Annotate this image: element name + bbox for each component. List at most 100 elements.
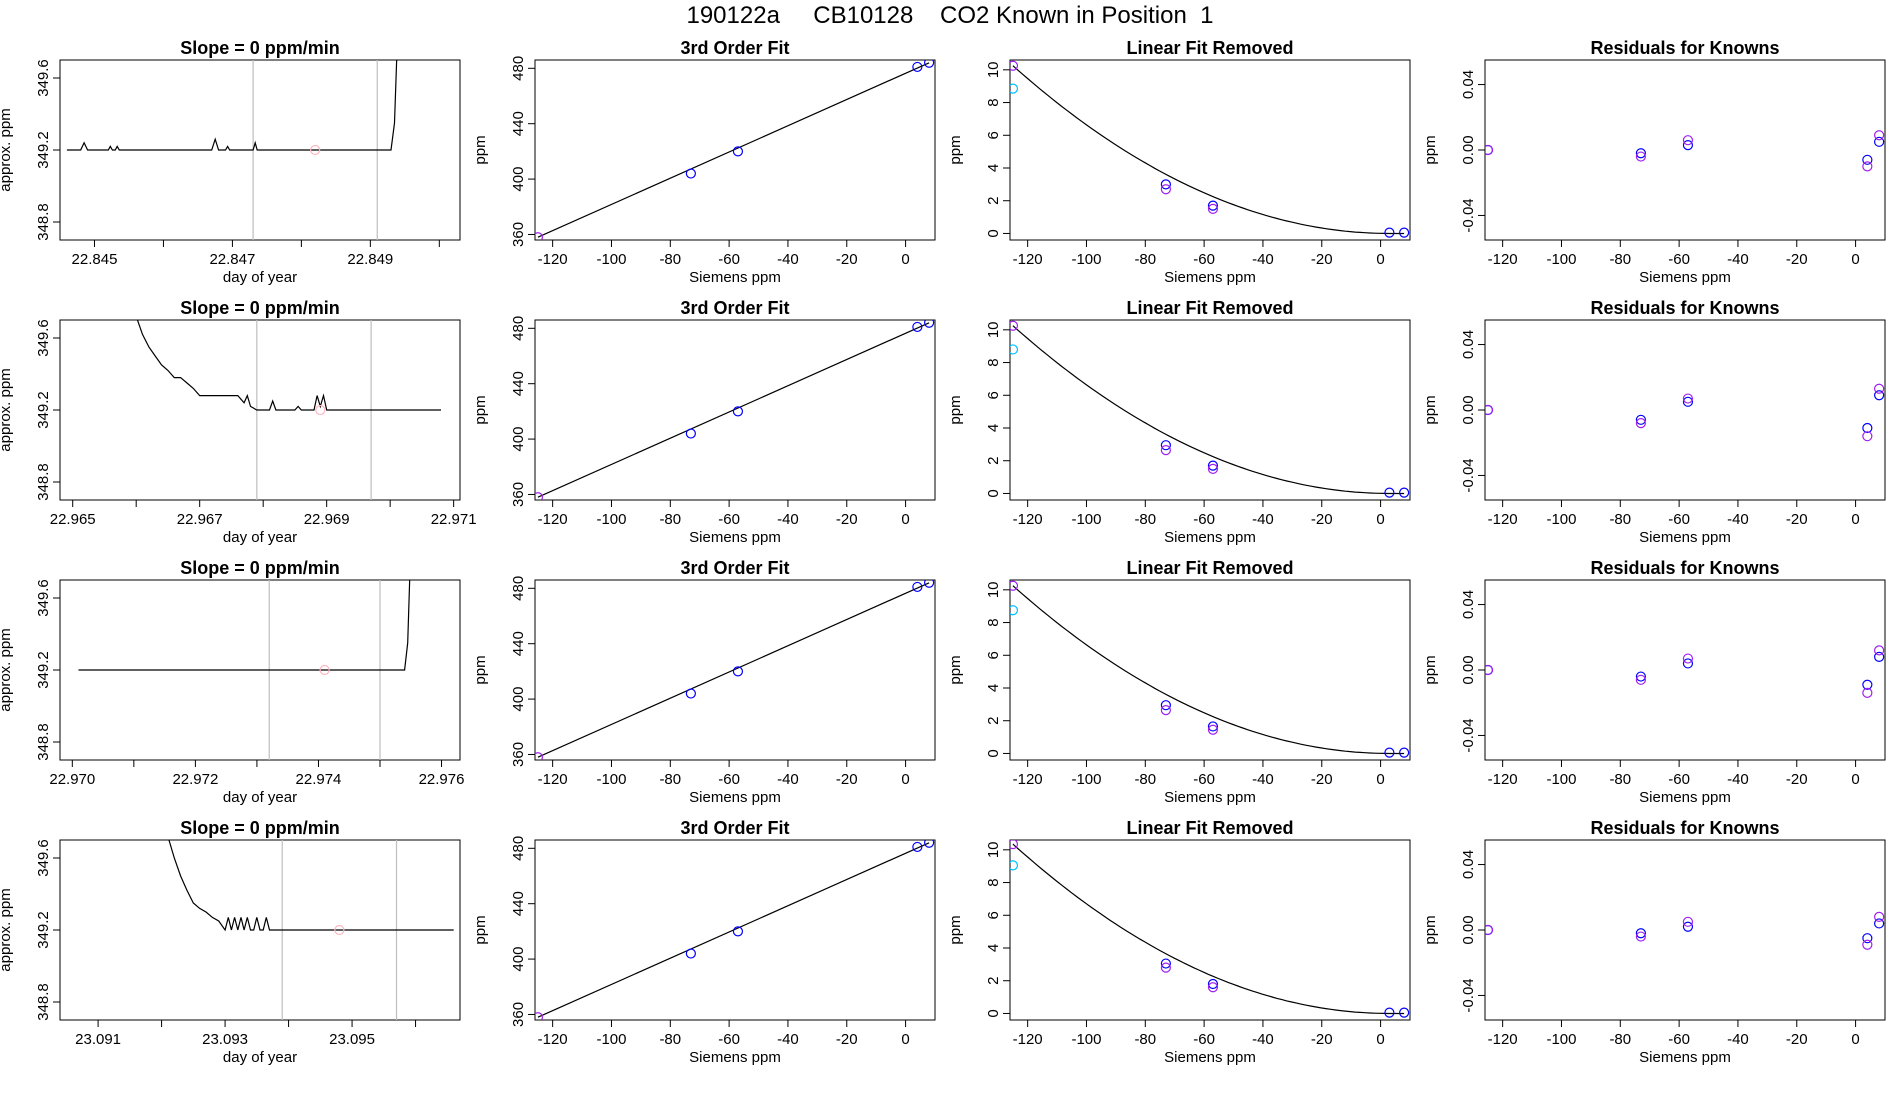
panel-frame <box>534 319 936 501</box>
plot-content <box>1010 320 1410 498</box>
data-point <box>1010 320 1019 331</box>
x-tick-label: -60 <box>1668 251 1690 268</box>
plot-content <box>535 60 935 240</box>
data-point <box>1862 422 1873 434</box>
trace-row-2-panel: Slope = 0 ppm/min 22.965 22.967 22.969 22.97… <box>0 298 477 546</box>
x-tick-label: -80 <box>1134 1031 1156 1048</box>
y-axis-label: ppm <box>1422 655 1439 684</box>
x-tick-label: -120 <box>1013 511 1043 528</box>
y-tick-label: 349.6 <box>35 59 52 97</box>
x-tick-label: -20 <box>1311 1031 1333 1048</box>
x-tick-label: 0 <box>901 251 909 268</box>
x-tick-label: 22.967 <box>177 511 223 528</box>
plot-content <box>1485 383 1885 442</box>
residuals-row-2-panel: Residuals for Knowns -120 -100 -80 -60 -40 -20… <box>1422 298 1886 546</box>
data-point <box>1207 203 1219 215</box>
data-point <box>1862 933 1873 944</box>
panel-title: 3rd Order Fit <box>680 298 789 318</box>
y-tick-label: 4 <box>985 944 1002 952</box>
x-axis-label: day of year <box>223 1049 297 1066</box>
panel-title: Residuals for Knowns <box>1590 818 1779 838</box>
linear-removed-row-3-panel: Linear Fit Removed -120 -100 -80 -60 -40 -20 0 0… <box>947 558 1411 806</box>
y-tick-label: 10 <box>985 841 1002 858</box>
data-point <box>1160 704 1171 716</box>
fit-curve <box>1012 65 1405 235</box>
data-point <box>535 232 544 240</box>
x-tick-label: -20 <box>1311 251 1333 268</box>
data-point <box>912 841 923 853</box>
panel-frame <box>534 579 936 761</box>
data-point <box>924 580 935 588</box>
y-tick-label: 349.6 <box>35 319 52 357</box>
x-tick-label: -20 <box>836 1031 858 1048</box>
y-tick-label: 2 <box>985 977 1002 985</box>
x-tick-label: 22.976 <box>419 771 465 788</box>
panel-title: Linear Fit Removed <box>1126 818 1293 838</box>
data-point <box>685 428 696 439</box>
x-tick-label: -20 <box>1786 1031 1808 1048</box>
data-point <box>685 168 696 179</box>
panel-frame <box>1009 319 1411 501</box>
y-tick-label: 349.6 <box>35 579 52 617</box>
data-point <box>1384 227 1395 238</box>
y-tick-label: 0.00 <box>1460 395 1477 424</box>
data-point <box>1485 144 1494 156</box>
plot-content <box>78 580 411 676</box>
x-tick-label: -80 <box>1134 771 1156 788</box>
x-tick-label: -60 <box>1668 771 1690 788</box>
x-tick-label: 0 <box>1376 1031 1384 1048</box>
data-point <box>1207 721 1219 732</box>
y-tick-label: 0 <box>985 749 1002 757</box>
x-axis-label: Siemens ppm <box>689 529 781 546</box>
data-point <box>1874 918 1885 929</box>
x-tick-label: 0 <box>901 771 909 788</box>
y-tick-label: 0.04 <box>1460 70 1477 99</box>
data-point <box>924 840 935 848</box>
y-tick-label: 349.2 <box>35 651 52 689</box>
data-point <box>732 926 744 937</box>
data-point <box>1862 939 1873 950</box>
data-point <box>1399 227 1410 238</box>
panel-title: Linear Fit Removed <box>1126 38 1293 58</box>
panel-title: 3rd Order Fit <box>680 818 789 838</box>
y-tick-label: 480 <box>510 316 527 341</box>
data-point <box>1384 487 1395 498</box>
x-axis-label: day of year <box>223 529 297 546</box>
y-axis-label: ppm <box>1422 395 1439 424</box>
x-tick-label: -20 <box>1311 771 1333 788</box>
plot-content <box>136 320 441 416</box>
panel-frame <box>534 59 936 241</box>
x-axis-label: Siemens ppm <box>1164 269 1256 286</box>
trace-row-3-panel: Slope = 0 ppm/min 22.970 22.972 22.974 22.97… <box>0 558 465 806</box>
x-tick-label: -20 <box>836 771 858 788</box>
x-tick-label: 22.845 <box>72 251 118 268</box>
data-point <box>1399 1007 1410 1018</box>
y-tick-label: 0.04 <box>1460 590 1477 619</box>
x-tick-label: -120 <box>1488 251 1518 268</box>
x-tick-label: -80 <box>1609 251 1631 268</box>
data-point <box>685 688 696 699</box>
x-tick-label: -100 <box>1546 251 1576 268</box>
panel-frame <box>1009 59 1411 241</box>
x-tick-label: -120 <box>538 771 568 788</box>
y-axis-label: ppm <box>1422 135 1439 164</box>
y-tick-label: 0.00 <box>1460 915 1477 944</box>
data-point <box>1485 664 1494 676</box>
y-tick-label: 480 <box>510 576 527 601</box>
data-point <box>535 492 544 500</box>
y-axis-label: approx. ppm <box>0 368 14 451</box>
data-point <box>319 664 330 676</box>
x-axis-label: Siemens ppm <box>1639 529 1731 546</box>
x-tick-label: -20 <box>1311 511 1333 528</box>
x-tick-label: -100 <box>1546 771 1576 788</box>
x-tick-label: 0 <box>901 1031 909 1048</box>
y-axis-label: ppm <box>947 915 964 944</box>
data-point <box>1207 460 1219 471</box>
data-point <box>924 320 935 328</box>
data-point <box>1682 658 1694 669</box>
x-tick-label: -40 <box>1727 511 1749 528</box>
x-tick-label: 0 <box>1851 251 1859 268</box>
y-tick-label: 0.04 <box>1460 330 1477 359</box>
x-tick-label: 0 <box>1851 1031 1859 1048</box>
data-point <box>732 666 744 677</box>
